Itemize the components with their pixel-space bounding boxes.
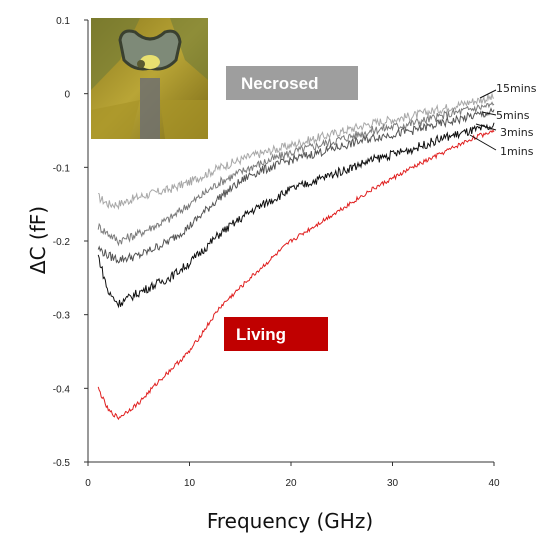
- x-tick-label: 10: [184, 478, 196, 489]
- label-arrow-3mins: [475, 123, 497, 131]
- necrosed-label: Necrosed: [241, 74, 318, 93]
- series-label-5mins: 5mins: [496, 109, 530, 122]
- series-label-15mins: 15mins: [496, 82, 537, 95]
- y-tick-label: -0.4: [53, 384, 71, 395]
- y-tick-label: 0.1: [56, 16, 70, 27]
- x-tick-labels: 0 10 20 30 40: [85, 462, 500, 489]
- y-tick-label: -0.5: [53, 458, 71, 469]
- x-tick-label: 20: [285, 478, 297, 489]
- x-tick-label: 0: [85, 478, 91, 489]
- series-labels: 15mins 5mins 3mins 1mins: [469, 82, 537, 158]
- x-tick-label: 30: [387, 478, 399, 489]
- label-arrow-5mins: [481, 111, 497, 116]
- y-tick-labels: 0.1 0 -0.1 -0.2 -0.3 -0.4 -0.5: [53, 16, 88, 469]
- y-tick-label: 0: [64, 90, 70, 101]
- series-line-5mins: [97, 101, 495, 247]
- series-layer: [97, 93, 495, 421]
- living-badge: Living: [224, 317, 328, 351]
- y-tick-label: -0.2: [53, 237, 71, 248]
- series-label-3mins: 3mins: [500, 126, 534, 139]
- series-line-1mins: [97, 122, 495, 309]
- series-label-1mins: 1mins: [500, 145, 534, 158]
- y-axis-title: ΔC (fF): [26, 206, 50, 274]
- x-axis-title: Frequency (GHz): [207, 509, 373, 533]
- y-tick-label: -0.3: [53, 311, 71, 322]
- series-line-living: [97, 129, 495, 421]
- inset-micrograph: [91, 18, 208, 139]
- living-label: Living: [236, 325, 286, 344]
- series-line-3mins: [97, 107, 495, 264]
- label-arrow-15mins: [479, 89, 497, 99]
- y-tick-label: -0.1: [53, 163, 71, 174]
- x-tick-label: 40: [488, 478, 500, 489]
- label-arrow-1mins: [469, 134, 497, 151]
- necrosed-badge: Necrosed: [226, 66, 358, 100]
